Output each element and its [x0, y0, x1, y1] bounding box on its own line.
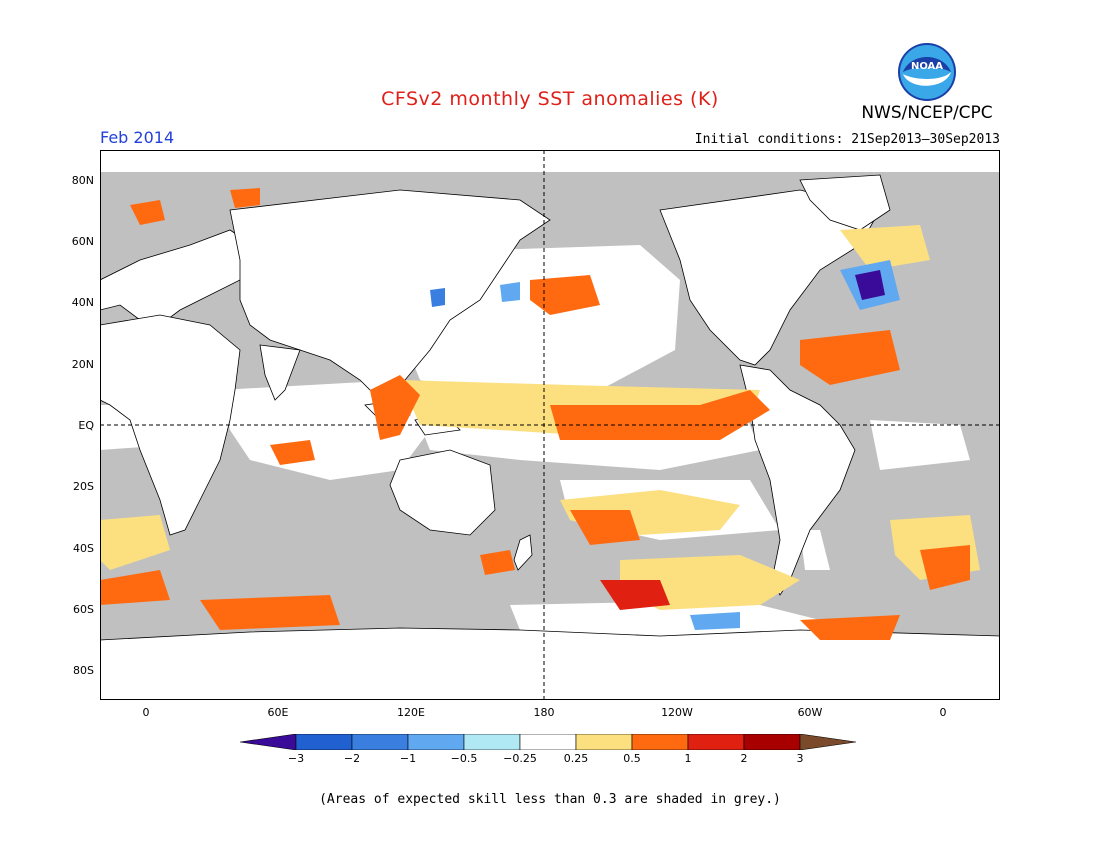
initial-conditions: Initial conditions: 21Sep2013–30Sep2013 — [694, 132, 1000, 147]
colorbar-cell-0 — [240, 734, 297, 750]
lat-label-60n: 60N — [71, 235, 94, 248]
colorbar-label: 1 — [684, 752, 692, 765]
negative-anomaly-regions — [430, 260, 900, 630]
lon-label-0: 0 — [142, 706, 150, 719]
lat-label-60s: 60S — [73, 603, 94, 616]
colorbar-cell-10 — [799, 734, 857, 750]
lat-label-40n: 40N — [71, 296, 94, 309]
svg-text:NOAA: NOAA — [911, 61, 943, 72]
lon-label-60w: 60W — [797, 706, 823, 719]
colorbar-cell-6 — [575, 734, 633, 750]
lon-label-120e: 120E — [397, 706, 425, 719]
colorbar-label: −1 — [399, 752, 417, 765]
forecast-month: Feb 2014 — [100, 128, 175, 147]
colorbar-label: 0.5 — [623, 752, 641, 765]
colorbar-cell-1 — [295, 734, 353, 750]
color-scale-bar — [240, 734, 857, 750]
agency-label: NWS/NCEP/CPC — [861, 103, 993, 123]
footnote: (Areas of expected skill less than 0.3 a… — [319, 792, 781, 807]
colorbar-label: −3 — [287, 752, 305, 765]
colorbar-label: −0.25 — [503, 752, 537, 765]
lat-label-20n: 20N — [71, 358, 94, 371]
colorbar-cell-2 — [351, 734, 409, 750]
colorbar-label: 2 — [740, 752, 748, 765]
lat-label-eq: EQ — [78, 419, 94, 432]
sst-anomaly-map — [100, 150, 1000, 700]
lon-label-180: 180 — [533, 706, 555, 719]
colorbar-cell-3 — [407, 734, 465, 750]
noaa-logo: NOAA — [898, 43, 956, 101]
lat-label-40s: 40S — [73, 542, 94, 555]
lon-label-60e: 60E — [267, 706, 289, 719]
colorbar-label: 0.25 — [563, 752, 589, 765]
positive-anomaly-regions — [100, 188, 980, 640]
colorbar-cell-5 — [519, 734, 577, 750]
colorbar-label: −2 — [343, 752, 361, 765]
lon-label-120w: 120W — [661, 706, 693, 719]
lat-label-80n: 80N — [71, 174, 94, 187]
colorbar-cell-9 — [743, 734, 801, 750]
lat-label-20s: 20S — [73, 480, 94, 493]
colorbar-cell-8 — [687, 734, 745, 750]
colorbar-label: −0.5 — [450, 752, 478, 765]
lon-label-0-east: 0 — [939, 706, 947, 719]
chart-title: CFSv2 monthly SST anomalies (K) — [381, 88, 719, 110]
lat-label-80s: 80S — [73, 664, 94, 677]
colorbar-label: 3 — [796, 752, 804, 765]
colorbar-cell-7 — [631, 734, 689, 750]
colorbar-cell-4 — [463, 734, 521, 750]
